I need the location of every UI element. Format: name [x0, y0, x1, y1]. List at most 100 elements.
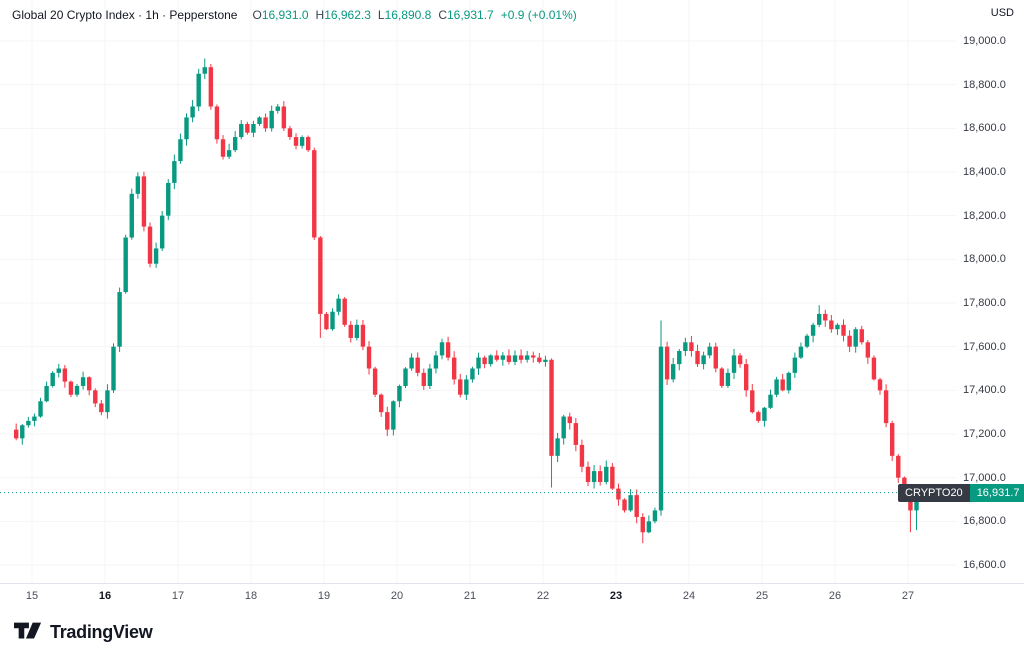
candle-body — [597, 471, 603, 483]
candle-body — [159, 215, 165, 249]
candle-body — [829, 320, 834, 330]
candle-body — [707, 346, 712, 356]
candle-body — [622, 499, 627, 511]
last-price-label[interactable]: CRYPTO20 16,931.7 — [898, 483, 1024, 502]
time-tick: 26 — [828, 590, 842, 602]
candle-body — [50, 372, 55, 386]
candle-body — [804, 335, 810, 347]
candle-body — [226, 150, 232, 157]
chart-legend: Global 20 Crypto Index · 1h · Pepperston… — [12, 8, 577, 22]
candle-body — [658, 346, 664, 511]
candle-body — [111, 346, 116, 391]
candle-body — [871, 357, 877, 380]
candle-body — [166, 182, 171, 216]
candle-body — [719, 368, 725, 386]
candle-body — [567, 416, 572, 424]
candle-body — [287, 128, 293, 138]
time-tick: 24 — [682, 590, 696, 602]
candle-body — [360, 324, 366, 347]
candle-body — [214, 106, 220, 140]
candle-body — [853, 329, 858, 347]
candle-body — [299, 137, 305, 146]
candle-body — [62, 368, 68, 382]
candle-body — [902, 477, 907, 489]
candle-body — [378, 394, 384, 413]
candle-body — [841, 324, 846, 336]
last-price-value: 16,931.7 — [969, 483, 1024, 502]
time-tick: 25 — [755, 590, 769, 602]
candle-body — [80, 377, 86, 386]
candle-body — [780, 379, 785, 391]
ohlc-readout: O16,931.0 H16,962.3 L16,890.8 C16,931.7 +0.9… — [245, 8, 576, 22]
candle-body — [774, 379, 779, 395]
candle-body — [628, 495, 633, 511]
candle-body — [251, 123, 256, 133]
candle-body — [366, 346, 372, 369]
candle-body — [86, 377, 92, 391]
candle-body — [464, 379, 469, 395]
candle-body — [32, 416, 37, 421]
candle-body — [494, 355, 499, 360]
candle-body — [713, 346, 718, 369]
candle-body — [275, 106, 280, 111]
candle-body — [184, 117, 189, 140]
time-tick: 19 — [317, 590, 331, 602]
candle-body — [889, 423, 895, 456]
high-label: H — [315, 8, 325, 22]
candle-body — [896, 455, 901, 478]
candle-body — [859, 329, 864, 343]
low-value: 16,890.8 — [384, 8, 432, 22]
candle-body — [220, 139, 226, 157]
candle-body — [348, 324, 353, 338]
candle-body — [458, 379, 463, 395]
low-label: L — [377, 8, 385, 22]
candle-body — [263, 117, 268, 129]
time-tick: 23 — [609, 590, 623, 602]
candle-body — [652, 510, 658, 522]
candle-body — [604, 466, 609, 483]
candle-body — [756, 412, 761, 421]
candle-body — [725, 372, 731, 386]
price-tick: 18,600.0 — [963, 122, 1006, 135]
candle-body — [202, 67, 207, 74]
time-scale[interactable]: 15 16 17 18 19 20 21 22 23 24 25 26 27 — [0, 583, 1024, 611]
candle-body — [823, 313, 828, 321]
candles-layer — [13, 58, 919, 544]
high-value: 16,962.3 — [324, 8, 371, 22]
candle-body — [585, 466, 591, 483]
price-tick: 16,600.0 — [963, 559, 1006, 571]
candle-body — [877, 379, 883, 391]
candle-body — [579, 444, 585, 467]
tradingview-logo-link[interactable]: TradingView — [14, 620, 153, 644]
candle-body — [640, 516, 645, 533]
close-value: 16,931.7 — [447, 8, 494, 22]
candle-body — [555, 438, 560, 456]
price-tick: 18,200.0 — [963, 209, 1006, 222]
candle-body — [488, 355, 493, 365]
candle-body — [664, 346, 670, 380]
candle-body — [20, 425, 25, 439]
candle-body — [147, 226, 153, 264]
candle-body — [445, 342, 451, 358]
time-tick: 16 — [98, 590, 112, 602]
candle-body — [524, 355, 530, 360]
candle-body — [762, 407, 767, 421]
candle-body — [591, 471, 597, 483]
candle-body — [573, 423, 579, 445]
candle-body — [196, 73, 201, 107]
candle-body — [500, 355, 506, 360]
chart-pane[interactable] — [0, 0, 1024, 611]
candle-body — [482, 357, 487, 365]
candle-body — [135, 176, 141, 194]
candle-body — [13, 429, 19, 439]
candle-body — [56, 368, 61, 373]
candle-body — [792, 357, 798, 373]
candle-body — [537, 357, 542, 362]
candle-body — [245, 123, 250, 133]
candle-body — [634, 495, 639, 517]
time-tick: 20 — [390, 590, 404, 602]
symbol-title[interactable]: Global 20 Crypto Index · 1h · Pepperston… — [12, 8, 238, 22]
candle-body — [312, 150, 317, 238]
candle-body — [743, 364, 749, 391]
